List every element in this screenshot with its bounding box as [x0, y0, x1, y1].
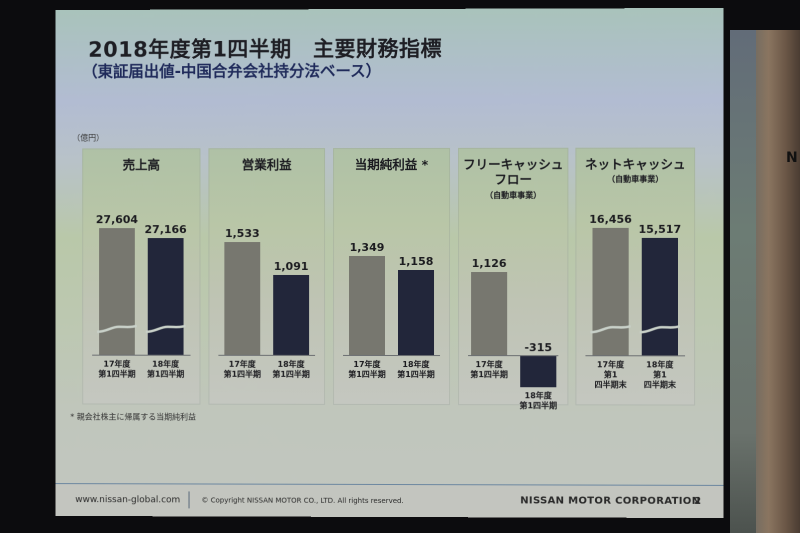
slide-subtitle: （東証届出値-中国合弁会社持分法ベース）: [82, 62, 382, 81]
page-number: 2: [694, 495, 702, 507]
axis-break-icon: [640, 325, 680, 335]
chart-panel: 売上高 27,604 17年度 第1四半期 27,166 18年度 第1四半期: [82, 148, 201, 405]
bar-fy2018: [520, 356, 557, 388]
chart-panel: 営業利益 1,533 17年度 第1四半期 1,091 18年度 第1四半期: [208, 148, 326, 405]
slide-footer: www.nissan-global.com © Copyright NISSAN…: [55, 484, 724, 519]
copyright-text: © Copyright NISSAN MOTOR CO., LTD. All r…: [201, 496, 404, 506]
bar-fy2018: [273, 274, 310, 355]
bar-value-label: 15,517: [638, 222, 682, 236]
corporation-name: NISSAN MOTOR CORPORATION: [520, 495, 701, 507]
chart-baseline: [218, 354, 316, 356]
category-label: 18年度 第1四半期: [397, 360, 435, 380]
panel-subtitle: （自動車事業）: [485, 190, 542, 200]
axis-break-icon: [97, 325, 137, 335]
bar-fy2018: [146, 238, 186, 355]
category-label: 18年度 第1四半期: [519, 391, 558, 411]
bar-fy2017: [99, 228, 135, 355]
axis-break-icon: [146, 325, 186, 335]
bar-fy2018: [397, 270, 435, 356]
panel-title: ネットキャッシュ: [584, 156, 686, 172]
panel-title: フリーキャッシュ フロー: [463, 156, 564, 187]
background-sign-panel: [730, 30, 800, 533]
chart-panel: フリーキャッシュ フロー （自動車事業） 1,126 17年度 第1四半期 -315 18…: [458, 147, 569, 410]
panel-title: 当期純利益 *: [354, 156, 429, 173]
bar-value-label: 1,533: [224, 227, 260, 241]
category-label: 18年度 第1四半期: [146, 359, 185, 379]
bar-fy2017: [471, 272, 508, 356]
footer-separator: [188, 491, 190, 509]
footnote: * 親会社株主に帰属する当期純利益: [70, 412, 197, 422]
unit-label: （億円）: [72, 133, 105, 143]
chart-panel: 当期純利益 * 1,349 17年度 第1四半期 1,158 18年度 第1四半期: [333, 147, 451, 406]
bar-value-label: 1,091: [273, 260, 309, 273]
category-label: 17年度 第1四半期: [470, 360, 508, 380]
panel-subtitle: （自動車事業）: [607, 174, 664, 184]
website-url: www.nissan-global.com: [75, 495, 181, 506]
chart-baseline: [343, 354, 441, 357]
bar-value-label: 27,166: [144, 223, 187, 237]
presentation-slide: 2018年度第1四半期 主要財務指標 （東証届出値-中国合弁会社持分法ベース） …: [55, 7, 724, 519]
panel-title: 営業利益: [241, 157, 292, 173]
chart-baseline: [585, 355, 686, 357]
sign-panel-edge: [730, 30, 756, 533]
panel-title: 売上高: [122, 157, 160, 173]
bar-value-label: -315: [524, 341, 553, 355]
chart-panel: ネットキャッシュ （自動車事業） 16,456 17年度 第1 四半期末 15,517 1…: [575, 147, 696, 406]
axis-break-icon: [590, 325, 630, 335]
bar-value-label: 1,349: [349, 241, 385, 255]
bar-fy2018: [640, 237, 680, 356]
category-label: 18年度 第1 四半期末: [643, 360, 676, 390]
chart-baseline: [92, 354, 191, 356]
bar-fy2017: [590, 227, 630, 356]
bar-value-label: 1,126: [471, 256, 507, 271]
bar-fy2017: [224, 242, 261, 355]
bar-fy2017: [349, 256, 386, 355]
category-label: 18年度 第1四半期: [272, 359, 310, 379]
background-sign-letter: N: [786, 150, 798, 166]
chart-panels: 売上高 27,604 17年度 第1四半期 27,166 18年度 第1四半期 営業利益 1…: [55, 8, 723, 410]
bar-value-label: 1,158: [398, 254, 434, 269]
